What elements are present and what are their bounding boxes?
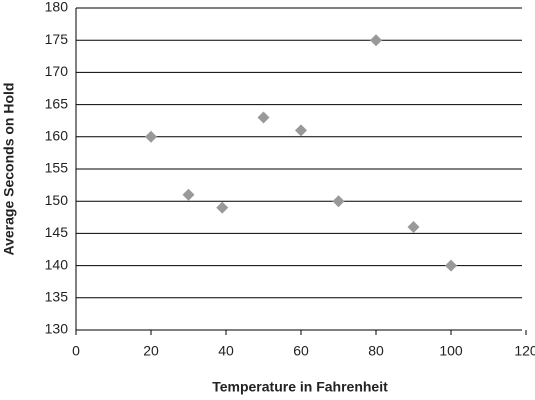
y-tick-label: 150 <box>45 192 69 208</box>
y-tick-label: 180 <box>45 0 69 15</box>
point <box>407 220 420 233</box>
y-tick-label: 170 <box>45 63 69 79</box>
x-tick-label: 100 <box>439 343 463 359</box>
point <box>216 201 229 214</box>
y-axis-title: Average Seconds on Hold <box>1 83 17 256</box>
x-tick-label: 80 <box>368 343 384 359</box>
point <box>295 124 307 137</box>
point <box>145 130 157 143</box>
y-tick-label: 160 <box>45 128 69 144</box>
point <box>257 111 270 124</box>
y-tick-label: 140 <box>45 256 69 272</box>
x-tick-label: 120 <box>514 343 535 359</box>
point <box>332 195 345 208</box>
x-tick-label: 60 <box>293 343 309 359</box>
point <box>182 188 195 201</box>
y-tick-label: 155 <box>45 160 69 176</box>
y-tick-label: 145 <box>45 224 69 240</box>
point <box>445 259 457 272</box>
x-axis-title: Temperature in Fahrenheit <box>212 379 388 395</box>
y-tick-label: 175 <box>45 31 69 47</box>
x-tick-label: 40 <box>218 343 234 359</box>
point <box>370 34 382 47</box>
y-tick-label: 165 <box>45 95 69 111</box>
x-tick-label: 0 <box>72 343 80 359</box>
y-tick-label: 135 <box>45 289 69 305</box>
y-tick-label: 130 <box>45 321 69 337</box>
x-tick-label: 20 <box>143 343 159 359</box>
